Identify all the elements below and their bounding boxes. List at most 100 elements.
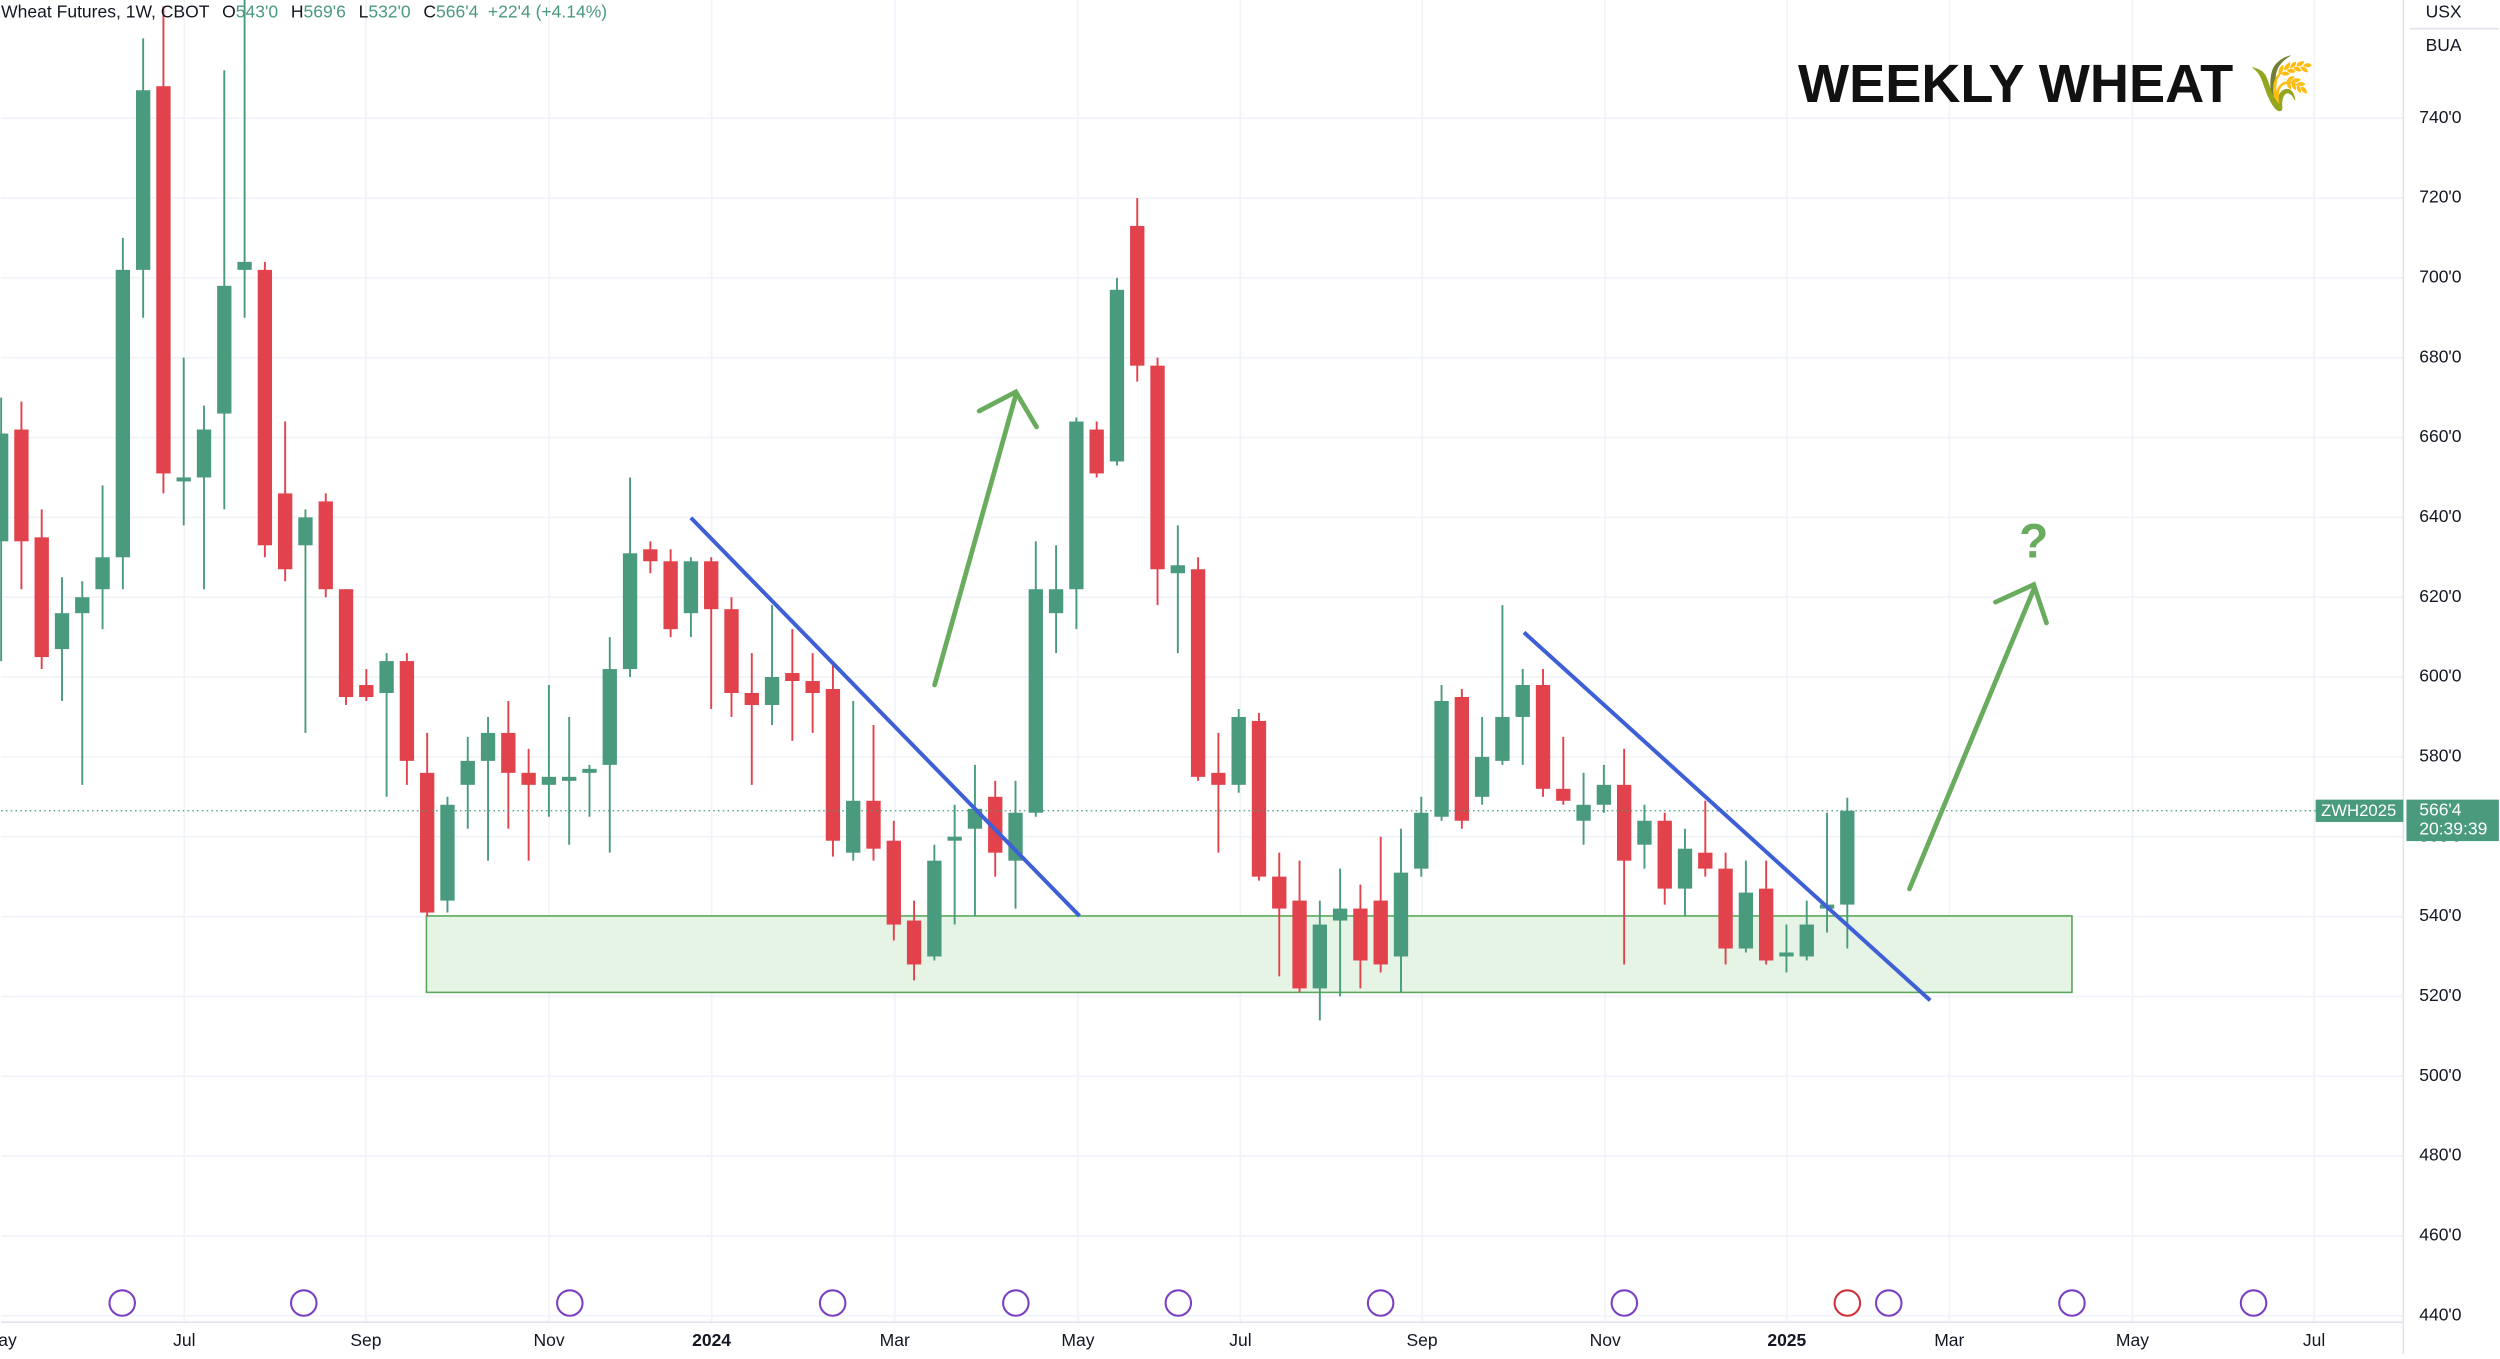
label: O (222, 1, 236, 21)
candle-body (1758, 888, 1774, 961)
candle-body (176, 477, 191, 482)
x-tick-label: Sep (350, 1330, 381, 1350)
candle-body (724, 609, 739, 694)
x-tick-label: Jul (2303, 1330, 2325, 1350)
x-tick-label: Jul (1229, 1330, 1251, 1350)
candle-body (379, 661, 394, 694)
header: Wheat Futures, 1W, CBOT O543'0 H569'6 L532'… (1, 1, 607, 21)
x-tick-label: Sep (1406, 1330, 1437, 1350)
candle-body (1515, 685, 1530, 717)
y-tick-label: 660'0 (2419, 426, 2462, 446)
candle-body (196, 429, 212, 478)
candle-body (906, 920, 922, 965)
candle-body (683, 561, 699, 614)
candle-body (663, 561, 678, 630)
candle-body (1130, 225, 1145, 366)
candle-body (75, 597, 90, 614)
candle-body (501, 732, 516, 773)
candle-body (1840, 810, 1855, 905)
candle-body (825, 689, 841, 841)
candle-body (1535, 685, 1551, 789)
candle-body (1312, 924, 1328, 989)
candle-body (1657, 820, 1672, 889)
candle-body (805, 681, 820, 694)
tag-countdown: 20:39:39 (2419, 819, 2487, 839)
support-zone (425, 915, 2073, 994)
candle-body (1738, 892, 1754, 949)
candle-body (764, 677, 780, 705)
candle-body (704, 561, 719, 610)
candle-body (1332, 908, 1348, 921)
event-icons (108, 1289, 2268, 1317)
tag-box (2315, 799, 2404, 822)
candle-body (1170, 565, 1185, 574)
candle-body (399, 661, 415, 761)
candle-body (318, 501, 333, 590)
candle-body (1718, 868, 1733, 949)
candle-body (14, 429, 29, 542)
value: 566'4 (436, 1, 479, 21)
candle-body (1231, 716, 1246, 785)
y-tick-label: 440'0 (2419, 1304, 2462, 1324)
candle-body (1028, 589, 1043, 813)
x-tick-label: Nov (534, 1330, 565, 1350)
x-tick-label: May (1061, 1330, 1094, 1350)
candle-body (1616, 784, 1632, 861)
y-tick-label: 480'0 (2419, 1145, 2462, 1165)
y-tick-label: 620'0 (2419, 586, 2462, 606)
y-tick-label: 720'0 (2419, 187, 2462, 207)
candle-body (1576, 804, 1591, 821)
candle-body (156, 86, 171, 474)
candle-body (0, 433, 9, 542)
candle-body (460, 760, 475, 785)
x-tick-label: 2024 (692, 1330, 731, 1350)
label: L (359, 1, 369, 21)
candles (0, 0, 2404, 1021)
candle-body (744, 693, 759, 705)
candle-body (643, 549, 658, 562)
candle-body (1150, 365, 1165, 570)
tag-price: 566'4 (2419, 799, 2462, 819)
candle-body (1637, 820, 1652, 845)
candle-body (886, 840, 901, 925)
arrow (932, 388, 1039, 688)
candle-body (1596, 784, 1612, 805)
x-tick-label: Nov (1590, 1330, 1621, 1350)
symbol: Wheat Futures, 1W, CBOT (1, 1, 210, 21)
candle-body (1474, 756, 1490, 797)
candle-body (927, 860, 942, 957)
unit-label: BUA (2426, 35, 2462, 55)
value: 569'6 (304, 1, 346, 21)
candle-body (1434, 700, 1449, 817)
change: +22'4 (+4.14%) (488, 1, 607, 21)
candle-body (1089, 429, 1104, 474)
trendline (1522, 630, 1932, 1002)
x-tick-label: May (2116, 1330, 2149, 1350)
candle-body (1373, 900, 1388, 965)
price-tag: ZWH2025 566'4 20:39:39 (2315, 799, 2499, 842)
candle-body (622, 553, 638, 670)
candle-body (217, 285, 232, 414)
x-tick-label: Mar (1934, 1330, 1964, 1350)
y-tick-label: 700'0 (2419, 266, 2462, 286)
candle-body (1069, 421, 1084, 590)
candle-body (257, 269, 273, 546)
tag-box (2406, 799, 2499, 842)
y-tick-label: 580'0 (2419, 746, 2462, 766)
candle-body (135, 90, 151, 270)
candle-body (359, 685, 374, 697)
x-tick-label: Mar (880, 1330, 910, 1350)
candle-body (95, 557, 110, 590)
candle-body (1414, 812, 1429, 869)
candle-body (1251, 720, 1267, 877)
y-tick-label: 680'0 (2419, 346, 2462, 366)
candle-body (1393, 872, 1409, 957)
candle-body (582, 768, 597, 773)
candle-body (602, 669, 617, 765)
candle-body (440, 804, 455, 901)
candle-body (34, 537, 49, 658)
candle-body (1211, 772, 1226, 785)
x-tick-label: Jul (173, 1330, 195, 1350)
